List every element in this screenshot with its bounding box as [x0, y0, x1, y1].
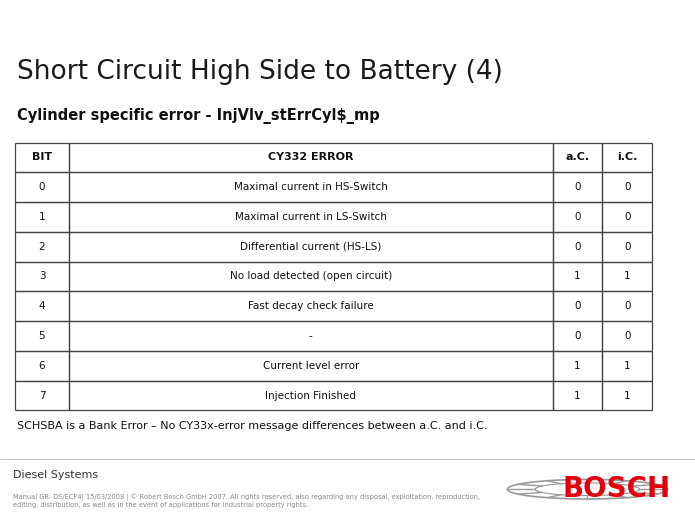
Text: 0: 0: [574, 331, 581, 341]
Text: Fast decay check failure: Fast decay check failure: [248, 301, 374, 311]
Text: Short Circuit High Side to Battery (4): Short Circuit High Side to Battery (4): [17, 59, 503, 85]
Text: 0: 0: [624, 331, 630, 341]
Text: 5: 5: [39, 331, 45, 341]
Text: 0: 0: [574, 212, 581, 222]
Text: 0: 0: [574, 182, 581, 192]
Text: 1: 1: [39, 212, 45, 222]
Text: Overview of Diagnosis: Overview of Diagnosis: [13, 19, 197, 34]
Text: 1: 1: [574, 391, 581, 401]
Text: Injection Finished: Injection Finished: [265, 391, 357, 401]
Text: 0: 0: [39, 182, 45, 192]
Text: 6: 6: [39, 361, 45, 371]
Text: 1: 1: [574, 361, 581, 371]
Text: Cylinder specific error - InjVlv_stErrCyl$_mp: Cylinder specific error - InjVlv_stErrCy…: [17, 108, 380, 124]
Text: 0: 0: [574, 301, 581, 311]
Text: 0: 0: [624, 212, 630, 222]
Text: 0: 0: [624, 242, 630, 252]
Text: i.C.: i.C.: [617, 153, 637, 163]
Text: 7: 7: [39, 391, 45, 401]
Text: Maximal current in HS-Switch: Maximal current in HS-Switch: [234, 182, 388, 192]
Text: BIT: BIT: [32, 153, 52, 163]
Text: 1: 1: [624, 361, 630, 371]
Text: No load detected (open circuit): No load detected (open circuit): [229, 271, 392, 281]
Text: 1: 1: [624, 391, 630, 401]
Text: BOSCH: BOSCH: [562, 475, 671, 503]
Text: 0: 0: [624, 301, 630, 311]
Text: SCHSBA is a Bank Error – No CY33x-error message differences between a.C. and i.C: SCHSBA is a Bank Error – No CY33x-error …: [17, 420, 488, 431]
Text: 1: 1: [574, 271, 581, 281]
Text: 0: 0: [624, 182, 630, 192]
Text: Current level error: Current level error: [263, 361, 359, 371]
Text: Diesel Systems: Diesel Systems: [13, 470, 97, 480]
Text: 4: 4: [39, 301, 45, 311]
Text: Maximal current in LS-Switch: Maximal current in LS-Switch: [235, 212, 386, 222]
Text: 3: 3: [39, 271, 45, 281]
Text: Differential current (HS-LS): Differential current (HS-LS): [240, 242, 382, 252]
Text: a.C.: a.C.: [566, 153, 589, 163]
Text: Manual GR- DS/ECP4| 15/03/2008 | © Robert Bosch GmbH 2007. All rights reserved, : Manual GR- DS/ECP4| 15/03/2008 | © Rober…: [13, 493, 480, 507]
Text: -: -: [309, 331, 313, 341]
Text: 1: 1: [624, 271, 630, 281]
Text: 2: 2: [39, 242, 45, 252]
Text: 0: 0: [574, 242, 581, 252]
Text: CY332 ERROR: CY332 ERROR: [268, 153, 354, 163]
